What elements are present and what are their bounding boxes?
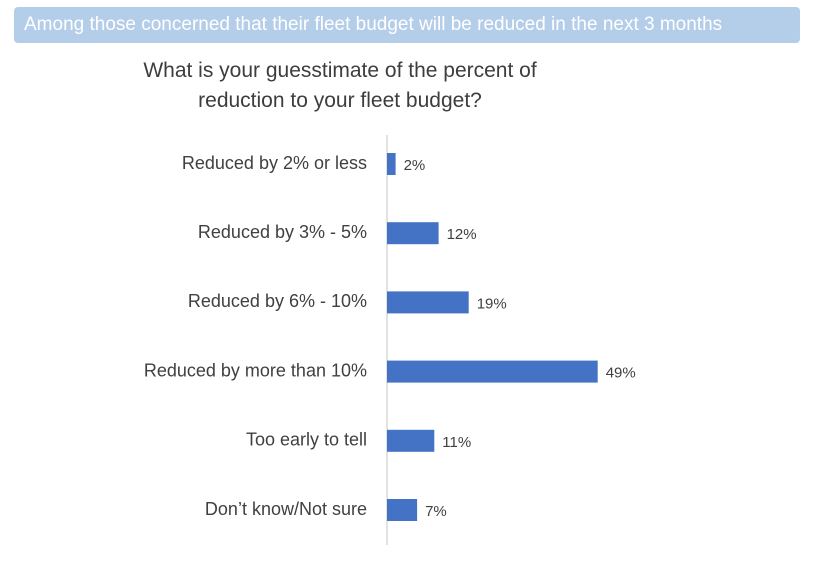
category-label: Reduced by 3% - 5% [198, 222, 367, 242]
category-label: Don’t know/Not sure [205, 499, 367, 519]
bar [387, 291, 469, 314]
category-label: Reduced by 6% - 10% [188, 291, 367, 311]
category-label: Too early to tell [246, 430, 367, 450]
bar [387, 360, 598, 383]
chart-title: What is your guesstimate of the percent … [143, 59, 537, 112]
bar [387, 153, 396, 175]
category-label: Reduced by 2% or less [182, 153, 367, 173]
data-label: 11% [442, 434, 471, 451]
data-label: 2% [404, 157, 426, 174]
data-label: 7% [425, 503, 447, 520]
data-label: 49% [606, 365, 636, 382]
bar [387, 222, 439, 245]
banner: Among those concerned that their fleet b… [14, 7, 800, 43]
data-label: 12% [447, 226, 477, 243]
bar [387, 429, 435, 452]
data-label: 19% [477, 295, 507, 312]
bar [387, 499, 418, 521]
category-label: Reduced by more than 10% [144, 360, 367, 380]
